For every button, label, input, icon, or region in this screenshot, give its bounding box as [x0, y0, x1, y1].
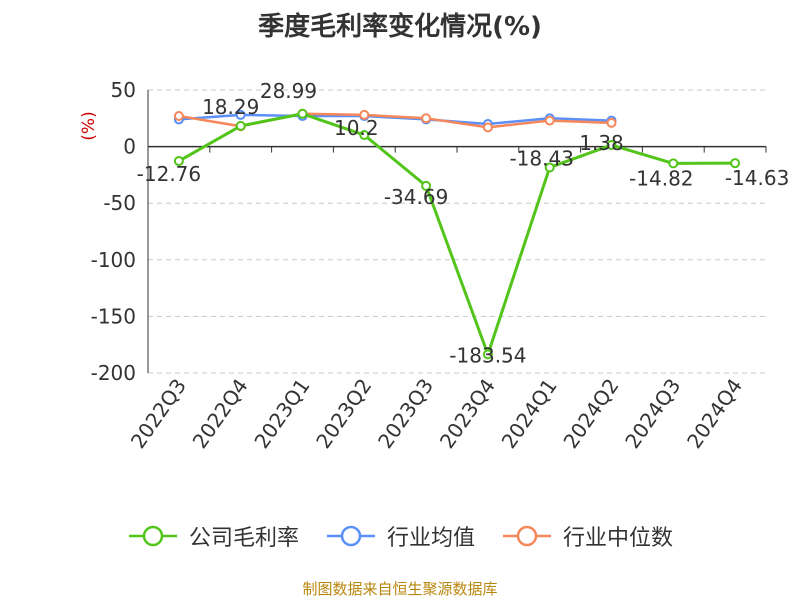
data-point-0 [606, 140, 617, 151]
y-tick-label: -100 [91, 248, 136, 272]
legend-item[interactable]: 行业均值 [325, 520, 475, 552]
series-line-0 [178, 112, 736, 356]
x-tick-label: 2024Q4 [682, 374, 747, 453]
data-label: -14.82 [629, 166, 693, 190]
data-point-2 [606, 117, 617, 128]
legend-label: 行业中位数 [563, 526, 674, 551]
data-label: 10.2 [334, 116, 379, 140]
legend-marker-icon [503, 525, 551, 547]
legend-label: 行业均值 [386, 526, 475, 551]
data-point-0 [482, 349, 493, 360]
data-point-1 [235, 109, 246, 120]
y-tick-label: -150 [91, 304, 136, 328]
axis-layer: 500-50-100-150-200(%)2022Q32022Q42023Q12… [79, 78, 767, 453]
data-point-0 [359, 130, 370, 141]
chart-title: 季度毛利率变化情况(%) [258, 12, 542, 42]
x-tick-label: 2024Q1 [497, 374, 562, 453]
data-label: 28.99 [260, 79, 317, 103]
y-tick-label: -200 [91, 361, 136, 385]
x-tick-label: 2024Q3 [620, 374, 685, 453]
y-tick-label: 50 [111, 78, 136, 102]
legend-marker-icon [326, 525, 375, 547]
data-point-0 [235, 120, 246, 131]
legend-item[interactable]: 行业中位数 [501, 520, 673, 552]
data-label: -18.43 [509, 146, 573, 170]
data-point-0 [421, 180, 432, 191]
source-note: 制图数据来自恒生聚源数据库 [302, 580, 498, 598]
data-point-0 [668, 158, 679, 169]
x-tick-label: 2023Q2 [311, 374, 376, 453]
data-label: -183.54 [449, 343, 526, 367]
grid-layer [148, 89, 766, 374]
x-tick-label: 2023Q1 [249, 374, 314, 453]
x-tick-label: 2022Q4 [188, 374, 253, 453]
y-tick-label: 0 [123, 135, 136, 159]
data-point-2 [544, 115, 555, 126]
x-tick-label: 2024Q2 [558, 374, 623, 453]
data-point-0 [297, 108, 308, 119]
legend: 公司毛利率 行业均值 行业中位数 [0, 520, 800, 552]
y-axis-unit-label: (%) [79, 111, 99, 140]
y-tick-label: -50 [103, 191, 136, 215]
x-tick-label: 2022Q3 [126, 374, 191, 453]
legend-label: 公司毛利率 [188, 526, 299, 551]
data-label: -14.63 [725, 166, 789, 190]
legend-item[interactable]: 公司毛利率 [127, 520, 299, 552]
data-point-2 [482, 122, 493, 133]
x-tick-label: 2023Q4 [435, 374, 500, 453]
data-label: 18.29 [202, 95, 259, 119]
data-label: -34.69 [384, 185, 448, 209]
data-point-0 [173, 156, 184, 167]
data-point-0 [544, 162, 555, 173]
series-layer [173, 108, 741, 360]
data-point-2 [421, 113, 432, 124]
data-label: -12.76 [137, 162, 201, 186]
data-point-2 [359, 109, 370, 120]
data-point-0 [730, 158, 741, 169]
data-point-2 [173, 111, 184, 122]
legend-marker-icon [128, 525, 177, 547]
data-label: 1.38 [579, 131, 624, 155]
x-tick-label: 2023Q3 [373, 374, 438, 453]
